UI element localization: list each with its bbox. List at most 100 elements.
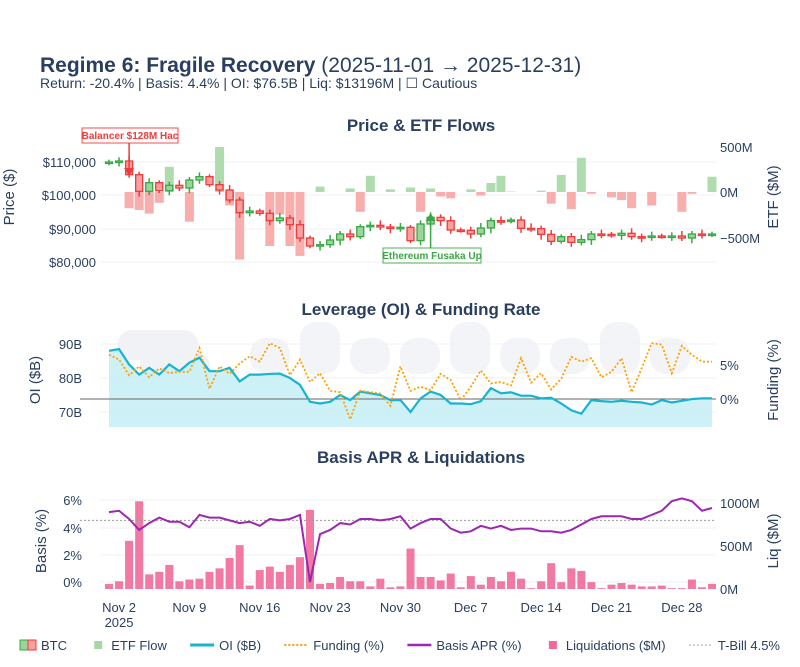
legend-item[interactable]: Basis APR (%)	[436, 638, 521, 653]
candle-body	[225, 189, 234, 201]
liquidation-bar	[708, 583, 716, 589]
liquidation-bar	[255, 570, 264, 589]
candle-body	[557, 236, 566, 242]
etf-flow-bar	[496, 175, 506, 192]
legend-item[interactable]: ETF Flow	[111, 638, 167, 653]
etf-flow-bar	[617, 192, 627, 201]
liquidation-bar	[426, 576, 435, 589]
candle-body	[476, 227, 486, 235]
watermark-letter-shape	[400, 338, 440, 374]
candle-body	[145, 182, 154, 192]
liquidation-bar	[386, 587, 395, 589]
oi-tick-label: 70B	[59, 405, 82, 420]
legend-item[interactable]: T-Bill 4.5%	[718, 638, 781, 653]
liquidation-bar	[165, 564, 174, 589]
etf-flow-bar	[275, 192, 285, 215]
liquidation-bar	[456, 587, 465, 589]
watermark-letter-shape	[350, 338, 390, 374]
candle-body	[607, 233, 616, 237]
etf-flow-bar	[315, 186, 325, 192]
candle-body	[677, 235, 686, 239]
chart-subtitle: Return: -20.4% | Basis: 4.4% | OI: $76.5…	[40, 75, 477, 91]
watermark-letter-shape	[650, 338, 690, 374]
candle-body	[647, 235, 656, 239]
basis-tick-label: 2%	[63, 548, 82, 563]
liquidation-bar	[587, 582, 596, 589]
chart-title-range: (2025-11-01 → 2025-12-31)	[315, 54, 581, 77]
watermark-letter-shape	[450, 322, 490, 374]
x-tick-label: Dec 14	[521, 600, 562, 615]
candle-body	[516, 219, 526, 229]
liquidation-bar	[647, 586, 656, 589]
legend-item[interactable]: BTC	[41, 638, 67, 653]
liquidation-bar	[316, 583, 325, 589]
liquidation-bar	[285, 564, 294, 589]
candle-body	[526, 227, 536, 231]
etf-flow-bar	[607, 192, 616, 198]
liquidation-bar	[295, 557, 304, 589]
oi-line	[108, 347, 712, 415]
candle-body	[265, 212, 274, 222]
liquidation-bar	[396, 586, 405, 589]
price-tick-label: $90,000	[49, 222, 96, 237]
basis-line	[108, 497, 713, 583]
liquidation-bar	[507, 571, 515, 589]
oi-area	[109, 349, 712, 427]
liquidation-bar	[125, 540, 134, 589]
etf-axis-label: ETF ($M)	[765, 165, 782, 228]
etf-flow-bar	[576, 157, 586, 192]
liquidation-bar	[245, 585, 254, 589]
x-tick-label: Dec 21	[591, 600, 632, 615]
funding-axis-label: Funding (%)	[765, 339, 782, 421]
annotation-box	[382, 247, 482, 264]
etf-flow-bar	[385, 189, 395, 192]
liquidation-bar	[476, 584, 485, 589]
legend-etf-icon	[94, 641, 103, 649]
liquidation-bar	[185, 579, 194, 589]
candle-body	[175, 184, 184, 189]
etf-flow-bar	[416, 192, 426, 212]
price-axis-label: Price ($)	[1, 169, 18, 226]
etf-flow-bar	[486, 183, 496, 192]
oi-tick-label: 90B	[59, 337, 82, 352]
liquidation-bar	[306, 509, 314, 589]
candle-body	[506, 219, 516, 223]
candle-body	[255, 210, 264, 214]
liquidation-bar	[677, 588, 686, 589]
candle-body	[486, 220, 496, 229]
liquidation-bar	[446, 573, 455, 589]
legend-item[interactable]: Liquidations ($M)	[566, 638, 666, 653]
candle-body	[657, 235, 666, 239]
candle-body	[537, 228, 546, 235]
etf-flow-bar	[365, 175, 375, 192]
candle-body	[707, 233, 717, 237]
etf-flow-bar	[707, 176, 717, 192]
legend-item[interactable]: OI ($B)	[219, 638, 261, 653]
liquidation-bar	[275, 571, 284, 589]
candle-body	[104, 161, 114, 165]
etf-flow-bar	[476, 192, 486, 196]
liquidation-bar	[466, 576, 475, 589]
legend-item[interactable]: Funding (%)	[313, 638, 384, 653]
candle-body	[396, 226, 405, 230]
candle-body	[165, 184, 174, 192]
etf-flow-bar	[586, 192, 596, 194]
basis-tick-label: 0%	[63, 575, 82, 590]
etf-flow-bar	[235, 192, 245, 260]
candle-body	[114, 160, 124, 164]
annotation-box	[81, 127, 179, 144]
watermark-letter-shape	[600, 322, 640, 374]
liquidation-bar	[145, 574, 154, 589]
etf-flow-bar	[355, 192, 365, 212]
etf-flow-bar	[164, 166, 174, 192]
liquidation-bar	[597, 588, 606, 589]
basis-tick-label: 4%	[63, 521, 82, 536]
liquidation-bar	[697, 587, 706, 589]
etf-flow-bar	[215, 147, 225, 192]
candle-body	[617, 232, 626, 236]
etf-flow-bar	[446, 192, 456, 199]
etf-flow-bar	[687, 192, 697, 194]
chart-title: Regime 6: Fragile Recovery (2025-11-01 →…	[40, 54, 581, 77]
